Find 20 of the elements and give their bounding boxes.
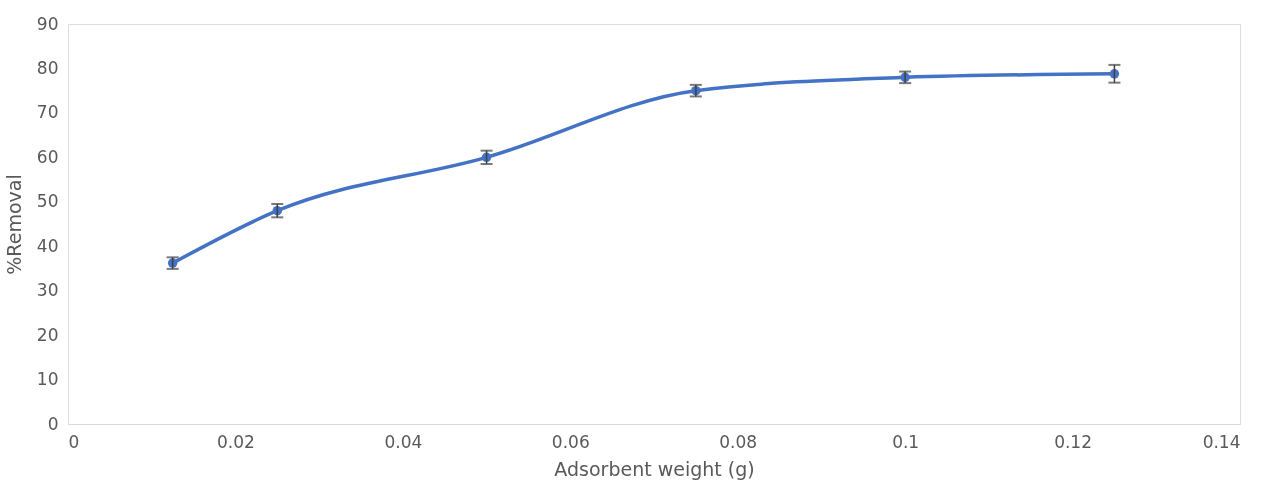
y-tick-label: 20 [36,324,59,345]
x-tick-label: 0.06 [551,431,590,452]
y-tick-label: 50 [36,191,59,212]
x-tick-label: 0.02 [217,431,255,452]
y-tick-label: 80 [36,57,59,78]
x-tick-label: 0.1 [892,431,920,452]
y-axis-title: %Removal [2,174,25,275]
x-tick-label: 0.14 [1202,431,1241,452]
y-tick-label: 10 [36,369,59,390]
y-tick-label: 60 [36,146,59,167]
y-tick-label: 30 [36,280,59,301]
y-tick-label: 90 [36,13,59,34]
x-axis-title: Adsorbent weight (g) [554,457,755,480]
x-tick-label: 0 [68,431,80,452]
x-tick-label: 0.08 [719,431,758,452]
x-tick-label: 0.04 [384,431,423,452]
y-tick-label: 40 [36,235,59,256]
y-tick-label: 70 [36,102,59,123]
y-tick-label: 0 [47,413,59,434]
x-tick-label: 0.12 [1054,431,1092,452]
